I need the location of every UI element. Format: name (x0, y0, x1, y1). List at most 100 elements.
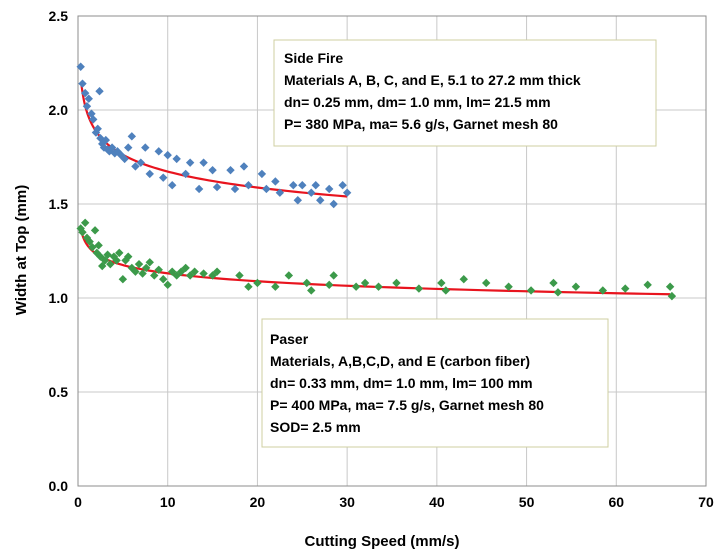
data-point (271, 177, 280, 186)
data-point (185, 158, 195, 167)
data-point (190, 267, 199, 276)
data-point (112, 256, 121, 265)
data-point (80, 218, 90, 227)
data-point (95, 87, 104, 96)
data-point (437, 278, 446, 288)
annotation-line: Side Fire (284, 50, 343, 66)
x-tick-label: 50 (519, 494, 535, 510)
data-point (325, 184, 334, 194)
plot-frame (77, 15, 707, 487)
data-point (316, 196, 325, 205)
data-point (307, 188, 316, 197)
data-point (253, 278, 262, 288)
annotation-line: Paser (270, 331, 309, 347)
data-point (172, 154, 181, 164)
data-point (665, 282, 675, 291)
data-point (115, 248, 124, 258)
data-point (78, 228, 87, 237)
data-point (526, 286, 536, 295)
y-tick-label: 0.0 (49, 478, 69, 494)
data-point (553, 288, 563, 297)
data-point (163, 150, 172, 160)
data-point (138, 269, 147, 278)
data-point (621, 284, 630, 293)
annotation-box-paser (261, 318, 609, 448)
data-point (131, 267, 140, 276)
x-axis-title: Cutting Speed (mm/s) (304, 533, 459, 550)
data-point (94, 241, 103, 250)
data-point (91, 128, 101, 137)
annotation-side-fire: Side Fire Materials A, B, C, and E, 5.1 … (273, 39, 657, 147)
data-point (80, 88, 90, 98)
data-point (298, 181, 307, 190)
y-axis-title: Width at Top (mm) (13, 185, 30, 315)
data-point (154, 147, 163, 156)
y-tick-label: 0.5 (49, 384, 69, 400)
data-point (504, 282, 513, 291)
data-point (643, 280, 652, 290)
data-point (181, 169, 190, 179)
data-point (392, 278, 401, 288)
y-tick-label: 1.0 (49, 290, 69, 306)
data-point (257, 169, 267, 179)
data-point (82, 102, 92, 111)
data-point (118, 275, 128, 284)
data-point (235, 271, 244, 280)
data-point (131, 162, 140, 171)
data-point (414, 284, 424, 293)
data-point (136, 158, 145, 167)
data-point (93, 124, 102, 133)
data-point (120, 154, 129, 164)
y-tick-label: 2.5 (49, 8, 69, 24)
data-point (571, 282, 581, 291)
data-point (181, 263, 190, 273)
data-point (271, 282, 280, 291)
y-tick-label: 2.0 (49, 102, 69, 118)
data-point (141, 143, 150, 152)
annotation-line: SOD= 2.5 mm (270, 419, 361, 435)
data-point (98, 139, 107, 149)
x-tick-label: 0 (74, 494, 82, 510)
data-point (84, 94, 93, 103)
data-point (239, 162, 249, 171)
annotation-line: P= 380 MPa, ma= 5.6 g/s, Garnet mesh 80 (284, 116, 558, 132)
data-point (307, 286, 316, 295)
data-point (124, 252, 133, 261)
data-point (302, 278, 311, 288)
data-point (208, 165, 217, 175)
x-tick-label: 70 (698, 494, 714, 510)
data-point (549, 278, 558, 288)
data-point (598, 286, 608, 295)
data-point (185, 271, 195, 280)
data-point (482, 278, 491, 288)
annotation-box-side-fire (273, 39, 657, 147)
data-point (159, 173, 168, 182)
data-point (199, 269, 208, 278)
data-point (325, 280, 334, 290)
x-tick-label: 60 (608, 494, 624, 510)
y-tick-label: 1.5 (49, 196, 69, 212)
data-point (78, 79, 87, 88)
data-point (194, 184, 204, 194)
data-point (244, 282, 253, 291)
data-point (141, 263, 151, 273)
x-tick-label: 40 (429, 494, 445, 510)
data-point (212, 267, 222, 276)
annotation-line: dn= 0.25 mm, dm= 1.0 mm, lm= 21.5 mm (284, 94, 551, 110)
data-point (124, 143, 133, 152)
data-point (163, 280, 172, 290)
data-point (244, 181, 253, 190)
data-point (212, 182, 222, 192)
data-point (311, 181, 320, 190)
data-point (145, 258, 154, 267)
x-tick-labels: 0 10 20 30 40 50 60 70 (74, 494, 714, 510)
data-point (338, 181, 347, 190)
data-point (88, 243, 97, 252)
annotation-paser: Paser Materials, A,B,C,D, and E (carbon … (261, 318, 609, 448)
data-point (342, 188, 352, 197)
data-point (134, 259, 144, 269)
y-tick-labels: 0.0 0.5 1.0 1.5 2.0 2.5 (49, 8, 69, 494)
data-point (351, 282, 361, 291)
data-points (76, 62, 677, 301)
